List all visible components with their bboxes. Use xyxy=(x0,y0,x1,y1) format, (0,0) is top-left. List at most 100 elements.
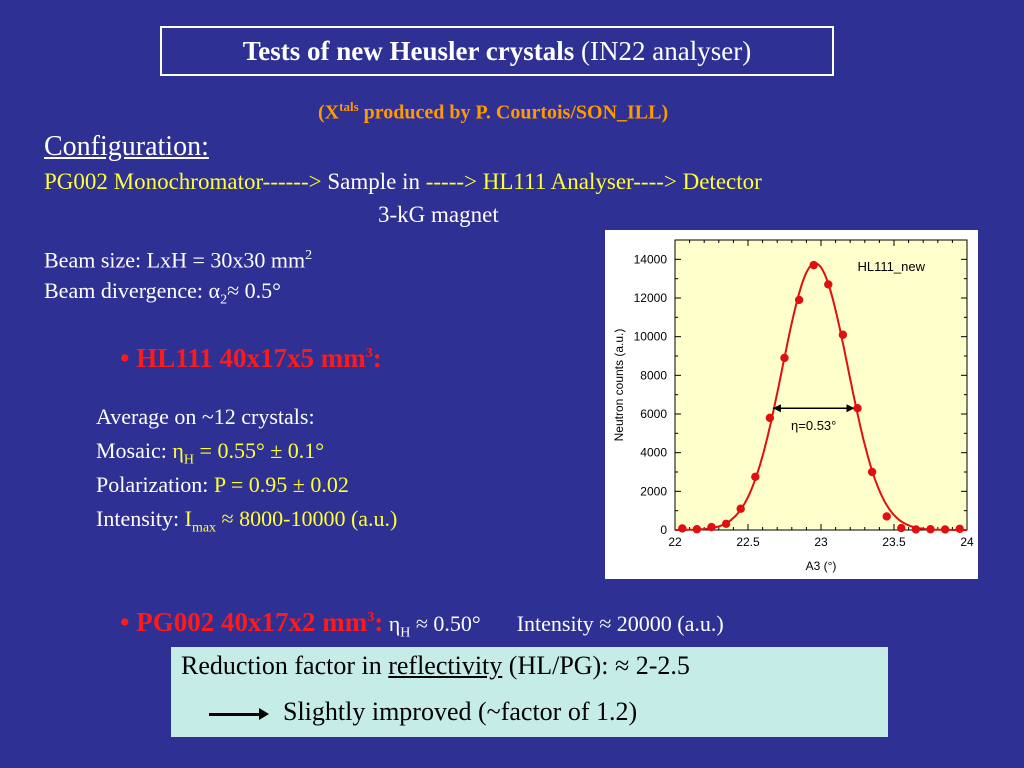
pg002-line: • PG002 40x17x2 mm3: ηH ≈ 0.50° Intensity… xyxy=(120,600,724,651)
mosaic-value: ηH = 0.55° ± 0.1° xyxy=(172,438,325,467)
data-point xyxy=(780,353,789,363)
beam-div-pre: Beam divergence: xyxy=(44,278,209,303)
fwhm-annotation: η=0.53° xyxy=(791,418,836,433)
mosaic-val: = 0.55° ± 0.1° xyxy=(194,438,325,463)
average-line: Average on ~12 crystals: xyxy=(96,404,315,429)
data-point xyxy=(926,525,935,534)
beam-divergence: Beam divergence: α2≈ 0.5° xyxy=(44,277,281,314)
y-tick-label: 2000 xyxy=(640,484,667,498)
config-part3: -----> HL111 Analyser----> Detector xyxy=(419,169,762,194)
plot-area xyxy=(674,239,968,531)
data-point xyxy=(721,519,731,529)
int-I: I xyxy=(184,506,192,531)
data-point xyxy=(809,260,818,270)
mosaic-eta: η xyxy=(172,438,184,463)
pol-value: P = 0.95 ± 0.02 xyxy=(213,472,349,497)
data-point xyxy=(940,525,950,534)
beam-div-sub: 2 xyxy=(220,292,228,308)
data-point xyxy=(692,525,702,534)
y-tick-label: 14000 xyxy=(634,252,668,266)
subtitle: (Xtals produced by P. Courtois/SON_ILL) xyxy=(318,94,668,126)
data-point xyxy=(897,523,906,533)
data-point xyxy=(911,525,921,534)
data-point xyxy=(838,330,848,339)
x-tick-label: 22.5 xyxy=(736,535,760,549)
subtitle-close: ) xyxy=(661,101,669,124)
data-point xyxy=(751,472,760,482)
fwhm-arrow-left-head xyxy=(772,404,781,413)
mosaic-label: Mosaic: xyxy=(96,438,173,463)
y-tick-label: 4000 xyxy=(640,446,667,460)
data-point xyxy=(736,504,745,513)
improved-line: Slightly improved (~factor of 1.2) xyxy=(283,697,638,726)
pg-eta-val: ≈ 0.50° xyxy=(410,611,481,636)
hl-sup: 3 xyxy=(365,346,373,361)
config-line: PG002 Monochromator------> Sample in ---… xyxy=(44,167,762,197)
pg-bullet-text: • PG002 40x17x2 mm xyxy=(120,607,368,637)
subtitle-x: X xyxy=(324,101,340,124)
config-part1: PG002 Monochromator------> xyxy=(44,169,328,194)
pg-colon: : xyxy=(374,607,384,637)
legend-label: HL111_new xyxy=(858,259,926,274)
data-point xyxy=(955,524,964,534)
x-tick-label: 22 xyxy=(668,535,682,549)
pg-sup: 3 xyxy=(367,610,375,625)
title-bold: Tests of new Heusler crystals xyxy=(242,36,575,66)
right-arrow-icon xyxy=(209,708,269,720)
pg-intensity: Intensity ≈ 20000 (a.u.) xyxy=(516,611,724,636)
y-tick-label: 6000 xyxy=(640,407,667,421)
x-tick-label: 23.5 xyxy=(882,535,906,549)
intensity-line: Intensity: Imax ≈ 8000-10000 (a.u.) xyxy=(96,504,397,543)
y-tick-label: 8000 xyxy=(640,368,667,382)
int-val: ≈ 8000-10000 (a.u.) xyxy=(216,506,398,531)
chart-panel: 22 22.5 23 23.5 24 0 2000 4000 6000 8000 10000 1200… xyxy=(605,230,978,579)
data-point xyxy=(707,522,716,532)
config-part2: Sample in xyxy=(327,169,420,194)
data-point xyxy=(882,512,891,521)
data-point xyxy=(678,524,687,533)
int-value: Imax ≈ 8000-10000 (a.u.) xyxy=(184,506,398,535)
data-point xyxy=(853,404,862,413)
reduction-line: Reduction factor in reflectivity (HL/PG)… xyxy=(181,649,690,683)
pg-bullet: • PG002 40x17x2 mm3: xyxy=(120,607,383,637)
subtitle-sup: tals xyxy=(339,99,359,114)
mosaic-line: Mosaic: ηH = 0.55° ± 0.1° xyxy=(96,436,324,475)
data-point xyxy=(867,467,877,477)
y-axis-label: Neutron counts (a.u.) xyxy=(612,329,626,442)
reduction-word: reflectivity xyxy=(388,651,503,680)
subtitle-rest: produced by P. Courtois/SON_ILL xyxy=(358,101,662,124)
mosaic-sub: H xyxy=(183,452,195,468)
int-label: Intensity: xyxy=(96,506,185,531)
hl-bullet-text: • HL111 40x17x5 mm xyxy=(120,343,366,373)
pol-label: Polarization: xyxy=(96,472,214,497)
beam-div-rest: ≈ 0.5° xyxy=(227,278,281,303)
hl-colon: : xyxy=(372,343,382,373)
config-heading: Configuration: xyxy=(44,131,209,162)
slide-title: Tests of new Heusler crystals (IN22 anal… xyxy=(160,26,834,76)
y-tick-label: 10000 xyxy=(634,330,668,344)
hl111-bullet: • HL111 40x17x5 mm3: xyxy=(120,336,382,376)
data-point xyxy=(794,295,804,305)
data-point xyxy=(765,413,775,423)
y-tick-label: 0 xyxy=(660,523,667,537)
config-magnet: 3-kG magnet xyxy=(378,202,499,227)
reduction-box: Reduction factor in reflectivity (HL/PG)… xyxy=(171,647,888,737)
reduction-pre: Reduction factor in xyxy=(181,651,389,680)
title-rest: (IN22 analyser) xyxy=(581,36,752,66)
x-tick-label: 24 xyxy=(960,535,974,549)
beam-div-alpha: α xyxy=(208,278,221,303)
x-axis-label: A3 (°) xyxy=(806,559,837,573)
polarization-line: Polarization: P = 0.95 ± 0.02 xyxy=(96,470,349,500)
fwhm-arrow-right-head xyxy=(846,404,855,413)
reduction-post: (HL/PG): ≈ 2-2.5 xyxy=(502,651,690,680)
beam-size-sup: 2 xyxy=(305,248,313,263)
int-sub: max xyxy=(191,520,217,536)
x-tick-label: 23 xyxy=(814,535,828,549)
data-point xyxy=(824,280,833,289)
scatter-chart: 22 22.5 23 23.5 24 0 2000 4000 6000 8000 10000 1200… xyxy=(612,239,974,573)
pg-eta-sub: H xyxy=(400,625,411,641)
beam-size: Beam size: LxH = 30x30 mm2 xyxy=(44,242,312,274)
y-tick-label: 12000 xyxy=(634,291,668,305)
subtitle-open: ( xyxy=(318,101,325,124)
beam-size-text: Beam size: LxH = 30x30 mm xyxy=(44,247,306,273)
